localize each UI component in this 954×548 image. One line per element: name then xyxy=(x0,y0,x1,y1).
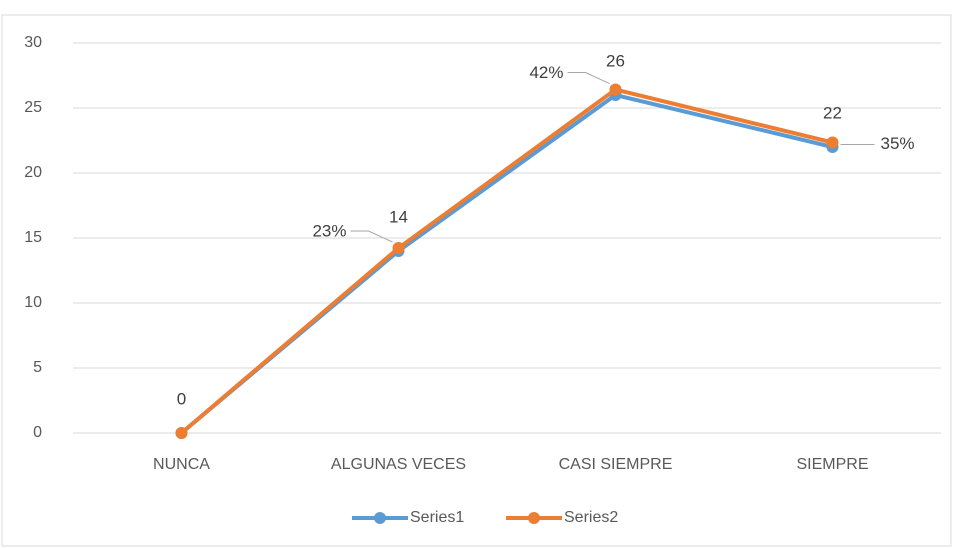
data-label: 26 xyxy=(606,51,625,70)
series-line xyxy=(180,87,833,435)
data-label: 42% xyxy=(529,63,563,82)
y-tick-label: 30 xyxy=(24,34,42,51)
data-point xyxy=(175,427,188,439)
data-label: 35% xyxy=(881,134,915,153)
y-tick-label: 5 xyxy=(33,359,42,376)
data-label: 14 xyxy=(389,207,408,226)
data-point xyxy=(609,83,622,96)
leader-line xyxy=(350,230,393,243)
chart-border xyxy=(1,14,952,547)
y-tick-label: 20 xyxy=(24,164,42,181)
legend-marker xyxy=(374,512,386,524)
x-tick-label: ALGUNAS VECES xyxy=(331,456,466,473)
y-tick-label: 10 xyxy=(24,294,42,311)
data-label: 23% xyxy=(312,221,346,240)
x-tick-label: CASI SIEMPRE xyxy=(559,456,673,473)
legend-marker xyxy=(528,512,540,524)
leader-line xyxy=(567,72,610,84)
y-tick-label: 15 xyxy=(24,229,42,246)
data-label: 22 xyxy=(823,103,842,122)
x-tick-label: SIEMPRE xyxy=(796,456,868,473)
y-tick-label: 25 xyxy=(24,99,42,116)
data-point xyxy=(392,242,405,255)
y-tick-label: 0 xyxy=(33,424,42,441)
legend-label: Series2 xyxy=(564,509,618,526)
x-tick-label: NUNCA xyxy=(153,456,210,473)
data-label: 0 xyxy=(177,389,186,408)
legend-label: Series1 xyxy=(410,509,464,526)
data-point xyxy=(826,136,839,149)
